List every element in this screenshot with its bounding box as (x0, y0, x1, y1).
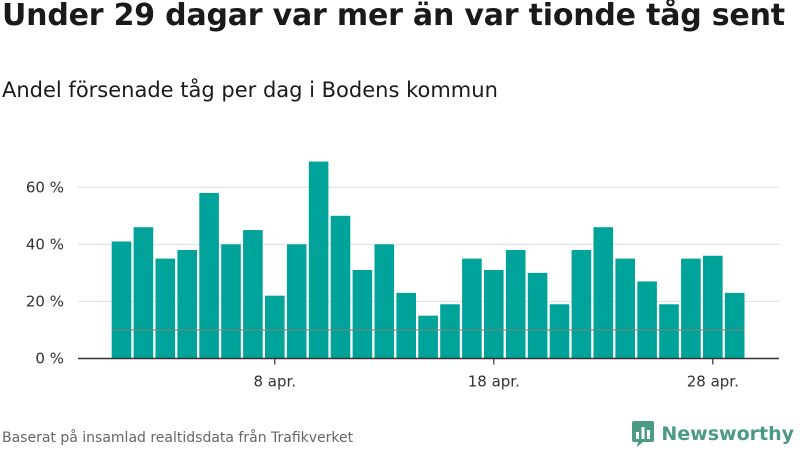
bar (133, 227, 154, 359)
bar (111, 241, 132, 359)
bar (637, 281, 657, 359)
x-tick-label: 18 apr. (468, 373, 520, 391)
brand-logo: Newsworthy (631, 420, 794, 448)
bar (265, 295, 285, 359)
bar-chart: 0 % 20 % 40 % 60 % 8 apr. 18 apr. 28 apr. (26, 161, 779, 391)
bar (330, 215, 351, 359)
y-tick-label: 0 % (35, 350, 64, 368)
bar (352, 270, 373, 359)
axes (78, 357, 779, 365)
bar (155, 258, 176, 359)
bar (681, 258, 701, 359)
y-axis-labels: 0 % 20 % 40 % 60 % (26, 178, 64, 367)
bar (615, 258, 635, 359)
x-tick-label: 28 apr. (687, 373, 739, 391)
x-tick-label: 8 apr. (254, 373, 297, 391)
y-tick-label: 40 % (26, 235, 64, 253)
bar (374, 244, 395, 359)
bar (418, 315, 438, 359)
bar-chart-logo-icon (632, 421, 655, 447)
bar-series (111, 161, 745, 359)
bar (177, 250, 197, 359)
bar (462, 258, 482, 359)
bar (221, 244, 241, 359)
bar (724, 292, 745, 359)
y-tick-label: 20 % (26, 292, 64, 310)
bar (571, 250, 592, 359)
brand-name: Newsworthy (661, 423, 794, 445)
bar (440, 304, 460, 359)
bar (659, 304, 679, 359)
bar (199, 192, 219, 359)
chart-title: Under 29 dagar var mer än var tionde tåg… (2, 0, 785, 33)
source-note: Baserat på insamlad realtidsdata från Tr… (2, 430, 354, 446)
bar (549, 304, 570, 359)
x-axis-labels: 8 apr. 18 apr. 28 apr. (254, 373, 739, 391)
bar (703, 255, 723, 359)
bar (527, 272, 548, 359)
chart-subtitle: Andel försenade tåg per dag i Bodens kom… (2, 78, 498, 102)
y-tick-label: 60 % (26, 178, 64, 196)
bar (593, 227, 614, 359)
bar (243, 230, 263, 359)
bar (308, 161, 329, 359)
bar (286, 244, 307, 359)
bar (505, 250, 526, 359)
bar (484, 270, 504, 359)
bar (396, 292, 416, 359)
